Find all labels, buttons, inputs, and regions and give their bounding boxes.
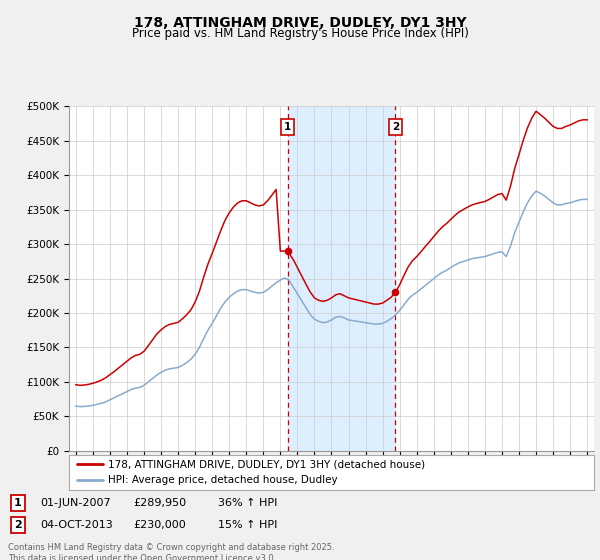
- Text: 01-JUN-2007: 01-JUN-2007: [40, 498, 110, 508]
- Text: Contains HM Land Registry data © Crown copyright and database right 2025.
This d: Contains HM Land Registry data © Crown c…: [8, 543, 335, 560]
- Text: 178, ATTINGHAM DRIVE, DUDLEY, DY1 3HY: 178, ATTINGHAM DRIVE, DUDLEY, DY1 3HY: [134, 16, 466, 30]
- Text: £289,950: £289,950: [133, 498, 186, 508]
- Text: 2: 2: [392, 122, 399, 132]
- Text: Price paid vs. HM Land Registry's House Price Index (HPI): Price paid vs. HM Land Registry's House …: [131, 27, 469, 40]
- Text: 04-OCT-2013: 04-OCT-2013: [40, 520, 113, 530]
- Text: 178, ATTINGHAM DRIVE, DUDLEY, DY1 3HY (detached house): 178, ATTINGHAM DRIVE, DUDLEY, DY1 3HY (d…: [109, 459, 425, 469]
- Text: 1: 1: [284, 122, 291, 132]
- Text: 15% ↑ HPI: 15% ↑ HPI: [218, 520, 277, 530]
- Text: £230,000: £230,000: [133, 520, 186, 530]
- Text: 2: 2: [14, 520, 22, 530]
- Text: 1: 1: [14, 498, 22, 508]
- Text: 36% ↑ HPI: 36% ↑ HPI: [218, 498, 277, 508]
- Text: HPI: Average price, detached house, Dudley: HPI: Average price, detached house, Dudl…: [109, 475, 338, 486]
- Bar: [287, 106, 395, 451]
